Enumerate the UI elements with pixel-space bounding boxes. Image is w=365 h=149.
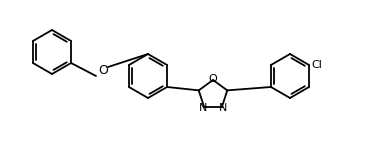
Text: N: N xyxy=(219,103,227,113)
Text: Cl: Cl xyxy=(311,60,322,70)
Text: N: N xyxy=(199,103,207,113)
Text: O: O xyxy=(209,74,218,84)
Text: O: O xyxy=(98,63,108,76)
